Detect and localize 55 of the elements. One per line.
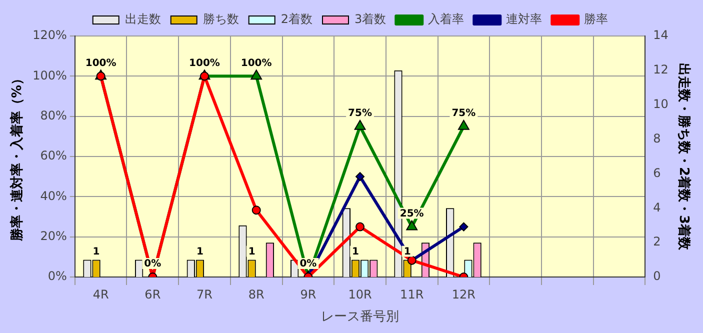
x-tick-label: 10R xyxy=(348,287,372,302)
data-label: 0% xyxy=(300,258,317,270)
data-label: 100% xyxy=(189,58,220,69)
data-label: 75% xyxy=(348,108,372,119)
y2-tick-label: 10 xyxy=(653,96,668,111)
x-tick-label: 7R xyxy=(196,287,212,302)
point xyxy=(406,220,418,230)
y2-tick-label: 6 xyxy=(653,166,661,180)
legend-label: 勝率 xyxy=(584,12,608,26)
y2-tick-label: 8 xyxy=(653,131,661,146)
data-label: 1 xyxy=(196,246,204,258)
y2-tick-label: 2 xyxy=(653,234,661,249)
data-label: 1 xyxy=(92,246,100,258)
x-axis-title: レース番号別 xyxy=(321,310,400,325)
y-axis-title: 勝率・連対率・入着率（%） xyxy=(9,72,26,242)
data-label: 1 xyxy=(248,246,256,258)
point xyxy=(459,222,468,232)
legend-label: 勝ち数 xyxy=(202,12,239,26)
data-label: 100% xyxy=(85,58,116,69)
point xyxy=(200,72,210,81)
data-label: 1 xyxy=(404,246,411,258)
y-tick-label: 120% xyxy=(32,28,67,42)
data-label: 0% xyxy=(144,258,162,270)
legend-label: 連対率 xyxy=(506,12,542,26)
point xyxy=(356,172,365,182)
y2-tick-label: 12 xyxy=(653,62,668,77)
point xyxy=(354,120,366,130)
x-tick-label: 8R xyxy=(248,287,264,302)
y-tick-label: 100% xyxy=(32,68,67,82)
point xyxy=(252,206,261,215)
legend-label: 2着数 xyxy=(280,12,313,26)
point xyxy=(250,70,262,80)
legend-label: 3着数 xyxy=(354,12,386,26)
x-tick-label: 4R xyxy=(92,287,109,302)
y2-axis-title: 出走数・勝ち数・2着数・3着数 xyxy=(676,62,692,252)
point xyxy=(356,222,365,232)
legend-label: 出走数 xyxy=(124,12,161,26)
x-tick-label: 6R xyxy=(144,287,161,302)
y-tick-label: 40% xyxy=(40,188,67,203)
x-tick-label: 12R xyxy=(452,287,476,302)
x-tick-label: 11R xyxy=(400,287,424,302)
y-tick-label: 0% xyxy=(48,269,67,284)
data-label: 1 xyxy=(352,246,359,258)
y-tick-label: 80% xyxy=(40,108,67,122)
y2-tick-label: 14 xyxy=(653,28,668,42)
data-label: 100% xyxy=(240,58,272,69)
y-tick-label: 60% xyxy=(40,148,67,163)
data-label: 75% xyxy=(452,108,476,119)
x-tick-label: 9R xyxy=(300,287,316,302)
y2-tick-label: 0 xyxy=(653,269,661,284)
y-tick-label: 20% xyxy=(40,228,67,243)
legend-label: 入着率 xyxy=(428,12,464,26)
y2-tick-label: 4 xyxy=(653,200,661,214)
data-label: 25% xyxy=(400,208,424,220)
point xyxy=(458,120,470,130)
